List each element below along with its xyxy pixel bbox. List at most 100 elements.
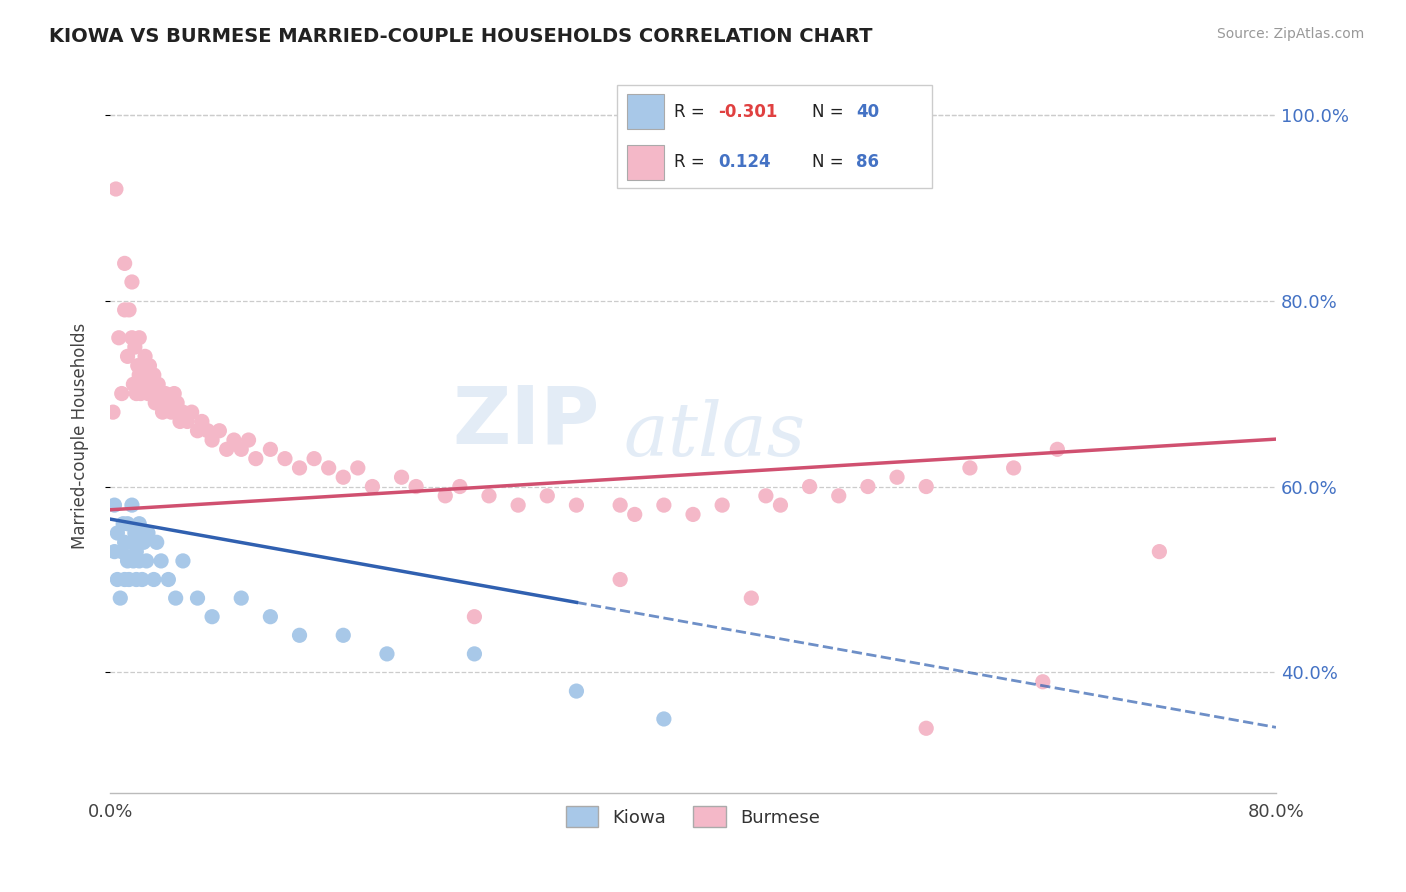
Point <box>288 461 311 475</box>
Point <box>1032 674 1054 689</box>
Text: Source: ZipAtlas.com: Source: ZipAtlas.com <box>1216 27 1364 41</box>
Point <box>238 433 260 447</box>
Point <box>129 386 152 401</box>
Point <box>652 712 675 726</box>
Point <box>125 544 148 558</box>
Point <box>121 331 143 345</box>
Point <box>886 470 908 484</box>
Point <box>152 405 174 419</box>
Point <box>391 470 413 484</box>
Point <box>959 461 981 475</box>
Point <box>146 377 169 392</box>
Point <box>231 591 253 606</box>
Point <box>134 350 156 364</box>
Point <box>142 573 165 587</box>
Text: atlas: atlas <box>623 399 806 472</box>
Point <box>132 535 155 549</box>
Point <box>449 479 471 493</box>
Point <box>169 414 191 428</box>
Point <box>799 479 821 493</box>
Point <box>111 544 134 558</box>
Point <box>755 489 778 503</box>
Point <box>117 350 139 364</box>
Point <box>623 508 645 522</box>
Point <box>142 368 165 382</box>
Point <box>163 386 186 401</box>
Point <box>1046 442 1069 457</box>
Point <box>215 442 238 457</box>
Point <box>201 433 224 447</box>
Point <box>136 526 159 541</box>
Point <box>222 433 245 447</box>
Point <box>103 498 125 512</box>
Point <box>186 424 208 438</box>
Point <box>139 377 162 392</box>
Point <box>166 396 188 410</box>
Y-axis label: Married-couple Households: Married-couple Households <box>72 322 89 549</box>
Point <box>142 386 165 401</box>
Point <box>828 489 851 503</box>
Point <box>274 451 297 466</box>
Point <box>128 368 150 382</box>
Point <box>288 628 311 642</box>
Point <box>172 405 194 419</box>
Point <box>138 359 160 373</box>
Point <box>110 591 132 606</box>
Point <box>122 554 145 568</box>
Point <box>565 684 588 698</box>
Point <box>111 386 134 401</box>
Point <box>856 479 879 493</box>
Point <box>128 331 150 345</box>
Point <box>375 647 398 661</box>
Point <box>112 516 135 531</box>
Point <box>740 591 762 606</box>
Point <box>609 573 631 587</box>
Point <box>124 526 146 541</box>
Point <box>114 302 136 317</box>
Point <box>536 489 558 503</box>
Point <box>508 498 530 512</box>
Point <box>463 609 485 624</box>
Point <box>114 573 136 587</box>
Point <box>915 479 938 493</box>
Point <box>132 377 155 392</box>
Point <box>186 591 208 606</box>
Text: ZIP: ZIP <box>453 382 600 460</box>
Point <box>332 628 354 642</box>
Point <box>769 498 792 512</box>
Point <box>114 535 136 549</box>
Point <box>259 609 281 624</box>
Point <box>131 573 153 587</box>
Point <box>157 573 180 587</box>
Point <box>463 647 485 661</box>
Point <box>125 386 148 401</box>
Point <box>245 451 267 466</box>
Point <box>117 516 139 531</box>
Point <box>125 573 148 587</box>
Point <box>135 368 157 382</box>
Point <box>711 498 734 512</box>
Legend: Kiowa, Burmese: Kiowa, Burmese <box>558 799 828 834</box>
Point <box>118 573 141 587</box>
Text: KIOWA VS BURMESE MARRIED-COUPLE HOUSEHOLDS CORRELATION CHART: KIOWA VS BURMESE MARRIED-COUPLE HOUSEHOL… <box>49 27 873 45</box>
Point <box>682 508 704 522</box>
Point <box>117 554 139 568</box>
Point <box>127 359 149 373</box>
Point <box>103 544 125 558</box>
Point <box>652 498 675 512</box>
Point <box>405 479 427 493</box>
Point <box>1149 544 1171 558</box>
Point <box>259 442 281 457</box>
Point <box>114 256 136 270</box>
Point <box>157 396 180 410</box>
Point <box>108 331 131 345</box>
Point <box>191 414 214 428</box>
Point <box>361 479 384 493</box>
Point <box>165 591 187 606</box>
Point <box>150 386 173 401</box>
Point <box>143 396 166 410</box>
Point <box>118 302 141 317</box>
Point <box>176 414 198 428</box>
Point <box>124 340 146 354</box>
Point <box>105 526 128 541</box>
